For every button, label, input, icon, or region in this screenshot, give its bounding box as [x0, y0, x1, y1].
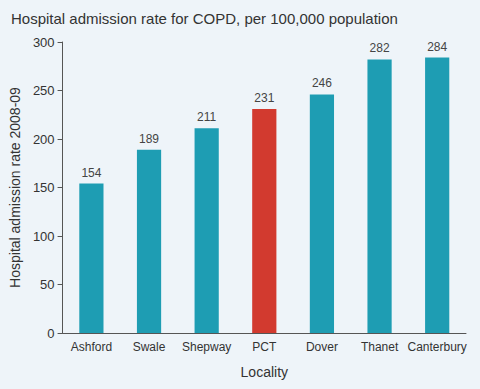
svg-text:50: 50	[40, 277, 54, 292]
svg-text:200: 200	[33, 132, 55, 147]
svg-text:Hospital admission rate for CO: Hospital admission rate for COPD, per 10…	[11, 10, 398, 27]
svg-text:Dover: Dover	[306, 340, 338, 354]
svg-text:246: 246	[312, 76, 332, 90]
svg-text:PCT: PCT	[252, 340, 277, 354]
svg-text:231: 231	[254, 91, 274, 105]
svg-text:100: 100	[33, 229, 55, 244]
svg-text:250: 250	[33, 83, 55, 98]
svg-text:284: 284	[427, 40, 447, 54]
svg-text:Hospital admission rate 2008-0: Hospital admission rate 2008-09	[7, 87, 23, 288]
svg-text:Locality: Locality	[241, 364, 288, 380]
svg-text:300: 300	[33, 35, 55, 50]
svg-text:Canterbury: Canterbury	[407, 340, 466, 354]
svg-text:Ashford: Ashford	[71, 340, 112, 354]
svg-text:Thanet: Thanet	[361, 340, 399, 354]
svg-text:189: 189	[139, 132, 159, 146]
svg-text:154: 154	[81, 166, 101, 180]
svg-text:Swale: Swale	[133, 340, 166, 354]
svg-text:211: 211	[197, 110, 216, 124]
svg-text:150: 150	[33, 180, 55, 195]
svg-text:282: 282	[370, 41, 390, 55]
svg-text:Shepway: Shepway	[182, 340, 231, 354]
svg-text:0: 0	[47, 326, 54, 341]
